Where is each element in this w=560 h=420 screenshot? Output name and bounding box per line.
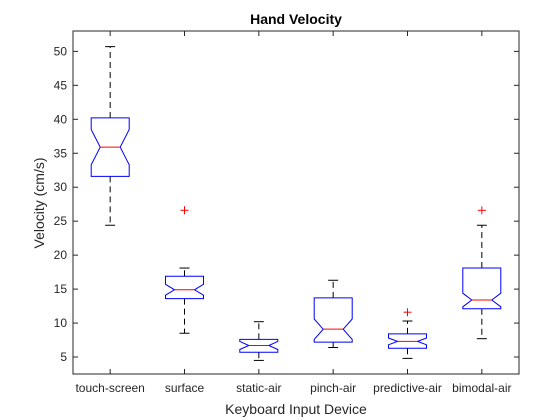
notched-box [462,267,502,310]
x-axis-label: Keyboard Input Device [225,401,367,417]
y-tick-label: 10 [54,316,68,330]
y-axis: 5 10 15 20 25 30 35 40 45 50 [54,44,519,364]
y-tick-label: 35 [54,146,68,160]
notched-box [165,275,204,300]
x-tick-label: pinch-air [310,381,356,395]
y-tick-label: 5 [60,350,67,364]
y-tick-label: 40 [54,112,68,126]
box-group [90,46,502,361]
x-axis: touch-screen surface static-air pinch-air pr… [75,31,512,395]
box-bimodal-air [462,206,502,340]
chart-title: Hand Velocity [250,11,342,27]
notched-box [313,297,353,343]
notched-box [90,117,130,177]
y-tick-label: 50 [54,44,68,58]
y-tick-label: 20 [54,248,68,262]
x-tick-label: surface [165,381,205,395]
box-touch-screen [90,46,130,226]
y-tick-label: 45 [54,78,68,92]
box-surface [165,206,204,334]
x-tick-label: static-air [236,381,281,395]
y-tick-label: 30 [54,180,68,194]
box-predictive-air [388,308,427,359]
plot-area [72,30,520,375]
x-tick-label: bimodal-air [452,381,511,395]
x-tick-label: predictive-air [373,381,442,395]
box-pinch-air [313,279,353,349]
y-tick-label: 15 [54,282,68,296]
box-static-air [239,321,279,361]
y-tick-label: 25 [54,214,68,228]
x-tick-label: touch-screen [75,381,144,395]
y-axis-label: Velocity (cm/s) [31,157,47,248]
notched-box [239,338,279,353]
notched-box [388,333,427,349]
